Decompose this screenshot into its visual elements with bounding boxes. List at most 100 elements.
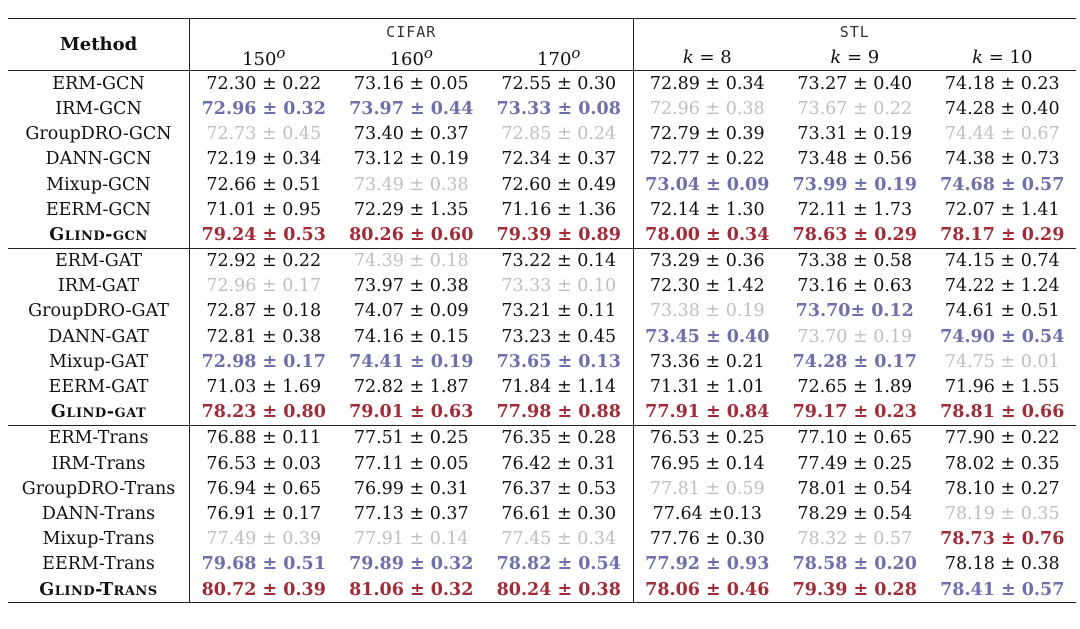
result-cell: 74.44 ± 0.67 [944, 124, 1060, 145]
result-cell: 73.27 ± 0.40 [797, 73, 913, 94]
result-cell: 73.48 ± 0.56 [797, 149, 913, 170]
result-cell: 76.94 ± 0.65 [188, 476, 338, 502]
table-row: Mixup-Trans 77.49 ± 0.39 77.91 ± 0.14 77.45… [8, 526, 1076, 552]
result-cell: 79.01 ± 0.63 [337, 399, 485, 426]
method-name: GLIND-TRANS [8, 576, 190, 604]
result-cell: 78.41 ± 0.57 [928, 576, 1076, 604]
result-cell: 72.65 ± 1.89 [797, 377, 913, 398]
result-cell: 74.28 ± 0.17 [792, 351, 917, 372]
col-header-cifar-150: 150o [188, 44, 338, 72]
result-cell: 76.35 ± 0.28 [501, 428, 617, 449]
table-row: EERM-GCN 71.01 ± 0.95 72.29 ± 1.35 71.16 ± … [8, 197, 1076, 223]
result-cell: 73.45 ± 0.40 [632, 324, 782, 350]
glind-part: - [105, 224, 113, 245]
table-row: Mixup-GAT 72.98 ± 0.17 74.41 ± 0.19 73.65 ±… [8, 349, 1076, 375]
result-cell: 77.91 ± 0.14 [353, 529, 469, 550]
result-cell: 74.15 ± 0.74 [944, 251, 1060, 272]
table-row: DANN-GAT 72.81 ± 0.38 74.16 ± 0.15 73.23 ± … [8, 324, 1076, 350]
method-name: ERM-GCN [52, 73, 145, 94]
table-row: GLIND-GAT 78.23 ± 0.80 79.01 ± 0.63 77.98 ±… [8, 399, 1076, 426]
result-cell: 77.10 ± 0.65 [797, 428, 913, 449]
result-cell: 76.42 ± 0.31 [501, 453, 617, 474]
result-cell: 77.98 ± 0.88 [484, 399, 634, 426]
result-cell: 71.03 ± 1.69 [188, 374, 338, 400]
method-name: GroupDRO-GAT [28, 301, 169, 322]
result-cell: 77.64 ±0.13 [632, 501, 782, 527]
glind-part: G [39, 579, 55, 600]
col-sup: o [571, 44, 581, 63]
result-cell: 76.91 ± 0.17 [188, 501, 338, 527]
method-name: Mixup-GAT [48, 351, 149, 372]
result-cell: 79.24 ± 0.53 [188, 222, 338, 249]
glind-part: G [49, 224, 65, 245]
result-cell: 72.30 ± 1.42 [632, 273, 782, 299]
result-cell: 71.16 ± 1.36 [501, 199, 617, 220]
result-cell: 74.07 ± 0.09 [353, 301, 469, 322]
result-cell: 74.18 ± 0.23 [944, 73, 1060, 94]
result-cell: 72.60 ± 0.49 [501, 174, 617, 195]
table-row: ERM-GAT 72.92 ± 0.22 74.39 ± 0.18 73.22 ± 0… [8, 248, 1076, 274]
col-header-cifar-160: 160o [337, 44, 485, 72]
result-cell: 72.73 ± 0.45 [188, 121, 338, 147]
result-cell: 73.65 ± 0.13 [496, 351, 621, 372]
method-header: Method [8, 17, 190, 72]
result-cell: 72.96 ± 0.17 [188, 273, 338, 299]
result-cell: 73.36 ± 0.21 [632, 349, 782, 375]
method-name: EERM-GCN [45, 199, 152, 220]
result-cell: 77.92 ± 0.93 [632, 551, 782, 577]
result-cell: 74.28 ± 0.40 [944, 98, 1060, 119]
table-row: GroupDRO-GAT 72.87 ± 0.18 74.07 ± 0.09 73.2… [8, 298, 1076, 325]
result-cell: 73.21 ± 0.11 [501, 301, 617, 322]
result-cell: 77.51 ± 0.25 [353, 428, 469, 449]
col-var: k [972, 46, 983, 68]
result-cell: 77.11 ± 0.05 [353, 453, 469, 474]
result-cell: 73.33 ± 0.10 [501, 276, 617, 297]
result-cell: 73.33 ± 0.08 [496, 98, 621, 119]
method-name: IRM-GAT [57, 276, 140, 297]
table-row: GroupDRO-Trans 76.94 ± 0.65 76.99 ± 0.31 76… [8, 476, 1076, 502]
result-cell: 71.84 ± 1.14 [501, 377, 617, 398]
result-cell: 72.34 ± 0.37 [501, 149, 617, 170]
glind-part: RANS [113, 583, 158, 599]
table-row: GroupDRO-GCN 72.73 ± 0.45 73.40 ± 0.37 72.8… [8, 121, 1076, 147]
result-cell: 79.89 ± 0.32 [349, 554, 474, 575]
result-cell: 80.24 ± 0.38 [484, 576, 634, 604]
result-cell: 71.01 ± 0.95 [188, 197, 338, 223]
table-row: IRM-GCN 72.96 ± 0.32 73.97 ± 0.44 73.33 ± 0… [8, 96, 1076, 122]
table-row: ERM-Trans 76.88 ± 0.11 77.51 ± 0.25 76.35 ±… [8, 425, 1076, 451]
header-row-groups: Method CIFAR STL [8, 17, 1076, 72]
table-header: Method CIFAR STL 150o 160o 170o k = 8 k … [8, 17, 1076, 72]
result-cell: 78.73 ± 0.76 [940, 529, 1065, 550]
method-name: IRM-Trans [51, 453, 146, 474]
result-cell: 76.61 ± 0.30 [501, 503, 617, 524]
method-name: Mixup-GCN [46, 174, 151, 195]
result-cell: 78.32 ± 0.57 [797, 529, 913, 550]
method-name: DANN-Trans [41, 503, 156, 524]
result-cell: 74.39 ± 0.18 [353, 251, 469, 272]
method-name: DANN-GCN [45, 149, 152, 170]
result-cell: 77.49 ± 0.25 [797, 453, 913, 474]
method-name: ERM-Trans [48, 428, 149, 449]
result-cell: 73.99 ± 0.19 [792, 174, 917, 195]
result-cell: 73.97 ± 0.38 [353, 276, 469, 297]
result-cell: 77.76 ± 0.30 [632, 526, 782, 552]
result-cell: 77.49 ± 0.39 [188, 526, 338, 552]
result-cell: 78.81 ± 0.66 [928, 399, 1076, 426]
result-cell: 77.13 ± 0.37 [353, 503, 469, 524]
result-cell: 72.87 ± 0.18 [188, 298, 338, 325]
table-body: ERM-GCN 72.30 ± 0.22 73.16 ± 0.05 72.55 ± 0… [8, 70, 1076, 604]
col-value: 150 [242, 49, 277, 71]
result-cell: 73.04 ± 0.09 [632, 171, 782, 198]
result-cell: 78.06 ± 0.46 [632, 576, 782, 604]
result-cell: 78.02 ± 0.35 [944, 453, 1060, 474]
result-cell: 78.19 ± 0.35 [944, 503, 1060, 524]
method-name: GLIND-GCN [8, 222, 190, 249]
result-cell: 80.72 ± 0.39 [188, 576, 338, 604]
glind-part: LIND [64, 228, 106, 244]
col-var: k [830, 46, 842, 68]
col-value: = 9 [841, 46, 880, 68]
result-cell: 74.16 ± 0.15 [353, 326, 469, 347]
result-cell: 72.82 ± 1.87 [353, 377, 469, 398]
result-cell: 72.14 ± 1.30 [632, 197, 782, 223]
result-cell: 73.40 ± 0.37 [353, 124, 469, 145]
